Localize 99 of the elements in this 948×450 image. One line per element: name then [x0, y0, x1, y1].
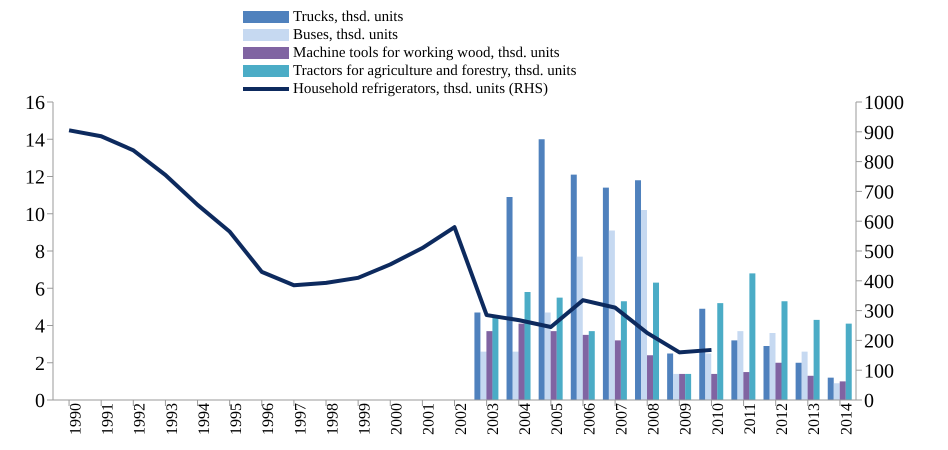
- y2-tick-label: 100: [864, 360, 894, 382]
- legend-label: Trucks, thsd. units: [293, 8, 404, 26]
- bar: [781, 301, 788, 400]
- legend-label: Machine tools for working wood, thsd. units: [293, 44, 560, 62]
- bar: [506, 196, 513, 400]
- bar: [796, 362, 802, 400]
- bar: [673, 374, 680, 400]
- bar: [538, 139, 545, 400]
- bar: [620, 301, 627, 400]
- legend-label: Buses, thsd. units: [293, 26, 398, 44]
- bar: [808, 376, 814, 400]
- bar: [802, 352, 808, 400]
- x-tick-label: 1997: [292, 403, 310, 435]
- x-tick-label: 2000: [388, 403, 406, 435]
- bar: [814, 320, 820, 400]
- bar: [731, 340, 738, 400]
- bar: [582, 334, 589, 400]
- x-tick-label: 1996: [260, 403, 278, 435]
- bar: [641, 210, 648, 400]
- y2-tick-label: 1000: [864, 92, 904, 114]
- x-tick-label: 2011: [742, 403, 759, 434]
- bar: [763, 346, 770, 400]
- bar: [480, 352, 486, 400]
- bar: [635, 180, 642, 400]
- bar: [518, 324, 525, 400]
- bar: [570, 174, 577, 400]
- y2-tick-label: 200: [864, 330, 894, 352]
- bar: [524, 292, 531, 400]
- bar: [653, 282, 660, 400]
- bar: [699, 308, 706, 400]
- y2-tick-label: 500: [864, 241, 894, 264]
- legend-label: Tractors for agriculture and forestry, thsd. units: [293, 62, 576, 80]
- y-tick-label: 10: [25, 204, 45, 226]
- bar: [614, 340, 621, 400]
- line-series: [67, 128, 714, 354]
- x-tick-label: 2009: [678, 403, 695, 435]
- bar: [550, 331, 557, 400]
- bar: [556, 298, 563, 400]
- y2-tick-label: 700: [864, 182, 894, 204]
- x-tick-label: 2010: [710, 403, 727, 435]
- x-tick-label: 2005: [549, 403, 566, 435]
- bar: [749, 273, 756, 400]
- x-tick-label: 2006: [581, 403, 598, 435]
- bar: [544, 312, 551, 400]
- bar: [737, 331, 744, 400]
- x-tick-label: 2001: [420, 403, 438, 435]
- bar: [711, 374, 718, 400]
- y-tick-label: 2: [35, 352, 45, 375]
- bar: [828, 378, 834, 400]
- y2-tick-label: 800: [864, 152, 894, 174]
- x-tick-label: 1991: [100, 403, 117, 435]
- bar: [647, 355, 654, 400]
- x-tick-label: 1994: [196, 403, 213, 435]
- y2-tick-label: 400: [864, 270, 894, 293]
- x-tick-label: 1999: [356, 403, 374, 435]
- bar: [602, 188, 609, 400]
- y2-tick-label: 0: [864, 390, 874, 412]
- bar: [474, 312, 480, 400]
- y-tick-label: 8: [35, 241, 45, 264]
- bar: [840, 381, 846, 400]
- y2-tick-label: 300: [864, 300, 894, 323]
- bar: [576, 256, 583, 400]
- bar: [512, 352, 519, 400]
- bar: [769, 332, 776, 400]
- x-tick-label: 1990: [67, 403, 84, 435]
- bar: [705, 353, 712, 400]
- y2-tick-label: 600: [864, 211, 894, 234]
- bar: [717, 303, 724, 400]
- bar: [667, 353, 674, 400]
- bar: [846, 324, 852, 400]
- bar: [486, 331, 492, 400]
- x-tick-label: 1995: [228, 403, 246, 435]
- x-tick-label: 2014: [838, 403, 856, 435]
- y-tick-label: 4: [35, 316, 45, 338]
- bar: [743, 372, 750, 400]
- y-tick-label: 6: [35, 278, 45, 300]
- y-tick-label: 12: [25, 166, 45, 189]
- y-tick-label: 14: [25, 129, 45, 152]
- x-tick-label: 2003: [484, 403, 502, 435]
- x-tick-label: 1998: [324, 403, 342, 435]
- bar: [608, 230, 615, 400]
- y2-tick-label: 900: [864, 122, 894, 144]
- x-tick-label: 2012: [774, 403, 792, 435]
- x-tick-label: 1993: [164, 403, 181, 435]
- x-tick-label: 2004: [517, 403, 534, 435]
- y-tick-label: 16: [25, 92, 45, 114]
- x-tick-label: 2002: [452, 403, 470, 435]
- bar: [775, 362, 782, 400]
- legend-label: Household refrigerators, thsd. units (RHS): [293, 80, 548, 98]
- bar: [834, 383, 840, 400]
- x-tick-label: 2008: [646, 403, 663, 435]
- bar: [685, 374, 692, 400]
- bar: [492, 316, 498, 400]
- x-tick-label: 1992: [132, 403, 149, 435]
- x-tick-label: 2007: [613, 403, 630, 435]
- bar: [588, 331, 595, 400]
- bar: [679, 374, 686, 400]
- y-tick-label: 0: [35, 390, 45, 412]
- x-tick-label: 2013: [806, 403, 824, 435]
